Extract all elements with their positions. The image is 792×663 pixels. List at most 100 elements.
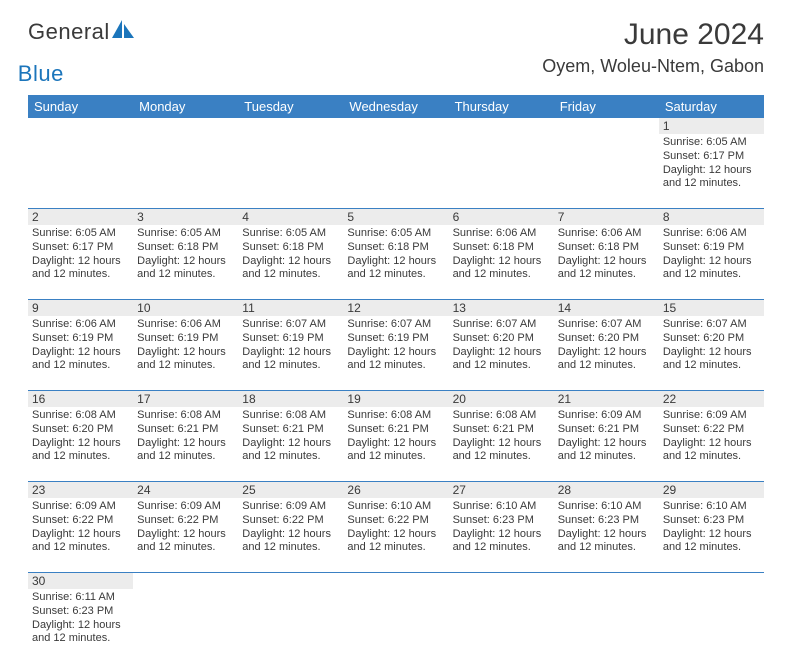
day-cell: Sunrise: 6:09 AMSunset: 6:22 PMDaylight:… (238, 498, 343, 572)
day-number (133, 573, 238, 589)
day-cell: Sunrise: 6:09 AMSunset: 6:22 PMDaylight:… (659, 407, 764, 481)
day-cell: Sunrise: 6:05 AMSunset: 6:18 PMDaylight:… (238, 225, 343, 299)
day-number: 20 (449, 391, 554, 407)
daylight-line: Daylight: 12 hours and 12 minutes. (663, 528, 760, 556)
daynum-strip: 9101112131415 (28, 300, 764, 316)
day-cell (554, 134, 659, 208)
day-number (238, 118, 343, 134)
page-title: June 2024 (542, 18, 764, 52)
day-number: 5 (343, 209, 448, 225)
location-text: Oyem, Woleu-Ntem, Gabon (542, 56, 764, 77)
day-number: 17 (133, 391, 238, 407)
daylight-line: Daylight: 12 hours and 12 minutes. (242, 346, 339, 374)
day-cell: Sunrise: 6:10 AMSunset: 6:22 PMDaylight:… (343, 498, 448, 572)
day-number: 16 (28, 391, 133, 407)
sunset-line: Sunset: 6:20 PM (558, 332, 655, 346)
day-cell: Sunrise: 6:07 AMSunset: 6:20 PMDaylight:… (554, 316, 659, 390)
sunrise-line: Sunrise: 6:07 AM (663, 318, 760, 332)
weekday-header: Thursday (449, 95, 554, 118)
day-number: 21 (554, 391, 659, 407)
weekday-header: Friday (554, 95, 659, 118)
day-number: 29 (659, 482, 764, 498)
daylight-line: Daylight: 12 hours and 12 minutes. (558, 528, 655, 556)
day-cell (659, 589, 764, 663)
week-row: Sunrise: 6:11 AMSunset: 6:23 PMDaylight:… (28, 589, 764, 663)
brand-name-1: General (28, 19, 110, 45)
sunrise-line: Sunrise: 6:05 AM (347, 227, 444, 241)
day-number: 2 (28, 209, 133, 225)
day-cell: Sunrise: 6:07 AMSunset: 6:20 PMDaylight:… (449, 316, 554, 390)
daylight-line: Daylight: 12 hours and 12 minutes. (137, 528, 234, 556)
sunrise-line: Sunrise: 6:06 AM (663, 227, 760, 241)
sunset-line: Sunset: 6:21 PM (453, 423, 550, 437)
sunrise-line: Sunrise: 6:09 AM (137, 500, 234, 514)
week-row: Sunrise: 6:08 AMSunset: 6:20 PMDaylight:… (28, 407, 764, 482)
sunrise-line: Sunrise: 6:08 AM (32, 409, 129, 423)
daylight-line: Daylight: 12 hours and 12 minutes. (242, 255, 339, 283)
calendar-page: General June 2024 Oyem, Woleu-Ntem, Gabo… (0, 0, 792, 663)
day-cell: Sunrise: 6:06 AMSunset: 6:19 PMDaylight:… (133, 316, 238, 390)
daylight-line: Daylight: 12 hours and 12 minutes. (347, 346, 444, 374)
sunset-line: Sunset: 6:18 PM (242, 241, 339, 255)
weekday-header: Tuesday (238, 95, 343, 118)
sunset-line: Sunset: 6:20 PM (663, 332, 760, 346)
day-cell: Sunrise: 6:08 AMSunset: 6:21 PMDaylight:… (449, 407, 554, 481)
daylight-line: Daylight: 12 hours and 12 minutes. (32, 528, 129, 556)
daylight-line: Daylight: 12 hours and 12 minutes. (663, 346, 760, 374)
day-cell: Sunrise: 6:10 AMSunset: 6:23 PMDaylight:… (659, 498, 764, 572)
sunrise-line: Sunrise: 6:09 AM (558, 409, 655, 423)
day-cell: Sunrise: 6:08 AMSunset: 6:21 PMDaylight:… (238, 407, 343, 481)
daylight-line: Daylight: 12 hours and 12 minutes. (242, 437, 339, 465)
daylight-line: Daylight: 12 hours and 12 minutes. (558, 437, 655, 465)
day-cell: Sunrise: 6:08 AMSunset: 6:20 PMDaylight:… (28, 407, 133, 481)
day-cell (343, 134, 448, 208)
sunset-line: Sunset: 6:19 PM (242, 332, 339, 346)
day-cell (449, 589, 554, 663)
sunset-line: Sunset: 6:23 PM (558, 514, 655, 528)
day-cell: Sunrise: 6:05 AMSunset: 6:18 PMDaylight:… (343, 225, 448, 299)
daylight-line: Daylight: 12 hours and 12 minutes. (453, 346, 550, 374)
week-row: Sunrise: 6:06 AMSunset: 6:19 PMDaylight:… (28, 316, 764, 391)
day-number: 26 (343, 482, 448, 498)
sunset-line: Sunset: 6:23 PM (453, 514, 550, 528)
day-number (238, 573, 343, 589)
day-number: 23 (28, 482, 133, 498)
sunrise-line: Sunrise: 6:07 AM (347, 318, 444, 332)
daylight-line: Daylight: 12 hours and 12 minutes. (453, 255, 550, 283)
sunset-line: Sunset: 6:19 PM (347, 332, 444, 346)
daylight-line: Daylight: 12 hours and 12 minutes. (347, 528, 444, 556)
sunset-line: Sunset: 6:22 PM (663, 423, 760, 437)
sunrise-line: Sunrise: 6:10 AM (347, 500, 444, 514)
calendar-grid: SundayMondayTuesdayWednesdayThursdayFrid… (28, 95, 764, 663)
day-cell: Sunrise: 6:06 AMSunset: 6:19 PMDaylight:… (659, 225, 764, 299)
day-number: 11 (238, 300, 343, 316)
day-cell: Sunrise: 6:11 AMSunset: 6:23 PMDaylight:… (28, 589, 133, 663)
day-number: 27 (449, 482, 554, 498)
day-cell: Sunrise: 6:07 AMSunset: 6:19 PMDaylight:… (343, 316, 448, 390)
day-cell (343, 589, 448, 663)
sunrise-line: Sunrise: 6:07 AM (558, 318, 655, 332)
day-cell (449, 134, 554, 208)
sunrise-line: Sunrise: 6:07 AM (242, 318, 339, 332)
daylight-line: Daylight: 12 hours and 12 minutes. (347, 437, 444, 465)
sunset-line: Sunset: 6:17 PM (663, 150, 760, 164)
day-number: 19 (343, 391, 448, 407)
sunrise-line: Sunrise: 6:08 AM (347, 409, 444, 423)
day-cell: Sunrise: 6:09 AMSunset: 6:22 PMDaylight:… (28, 498, 133, 572)
daylight-line: Daylight: 12 hours and 12 minutes. (137, 437, 234, 465)
day-number: 9 (28, 300, 133, 316)
sunrise-line: Sunrise: 6:08 AM (453, 409, 550, 423)
sunset-line: Sunset: 6:21 PM (242, 423, 339, 437)
day-number: 14 (554, 300, 659, 316)
sunset-line: Sunset: 6:18 PM (453, 241, 550, 255)
sunrise-line: Sunrise: 6:06 AM (32, 318, 129, 332)
sunrise-line: Sunrise: 6:09 AM (242, 500, 339, 514)
day-cell: Sunrise: 6:08 AMSunset: 6:21 PMDaylight:… (343, 407, 448, 481)
daylight-line: Daylight: 12 hours and 12 minutes. (663, 437, 760, 465)
week-row: Sunrise: 6:05 AMSunset: 6:17 PMDaylight:… (28, 134, 764, 209)
day-cell (238, 134, 343, 208)
daylight-line: Daylight: 12 hours and 12 minutes. (558, 255, 655, 283)
sunset-line: Sunset: 6:22 PM (32, 514, 129, 528)
day-number: 3 (133, 209, 238, 225)
daynum-strip: 23242526272829 (28, 482, 764, 498)
